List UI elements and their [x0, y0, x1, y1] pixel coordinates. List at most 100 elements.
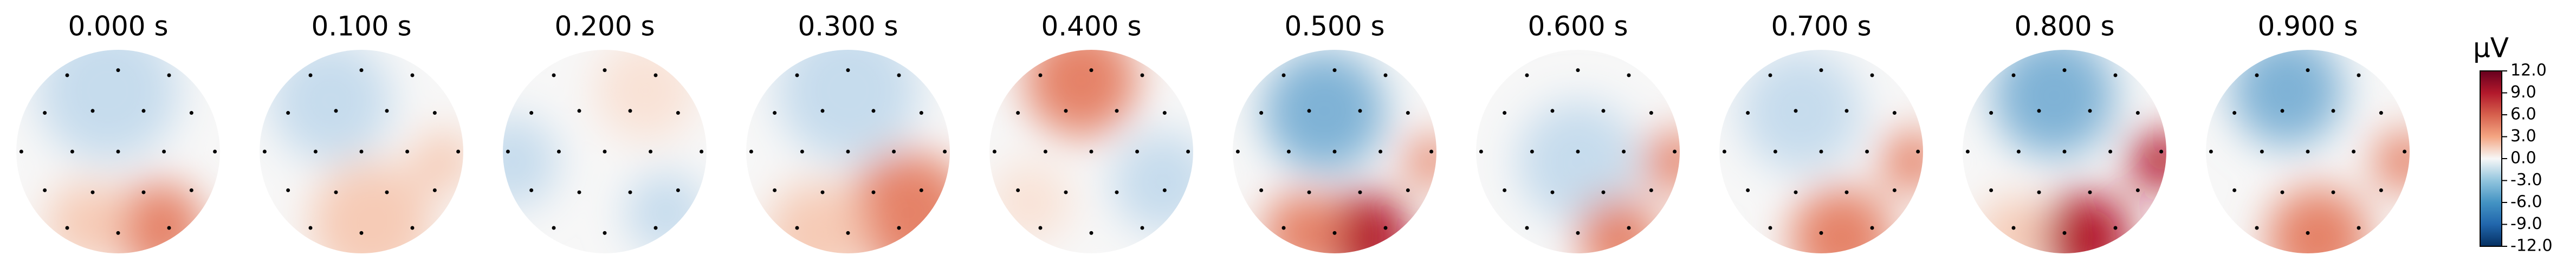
sensor [1673, 149, 1677, 154]
field-blob [1319, 192, 1411, 253]
sensor [385, 109, 389, 113]
sensor [1649, 111, 1653, 115]
field-blob [2231, 50, 2344, 147]
sensor [2352, 149, 2356, 154]
field-blob [1578, 197, 1660, 253]
sensor [1016, 188, 1020, 192]
sensor [432, 111, 437, 115]
field-blob [1111, 131, 1193, 233]
sensor [2232, 111, 2237, 115]
sensor [1601, 109, 1606, 113]
sensor [1525, 226, 1529, 230]
sensor [1844, 109, 1849, 113]
sensor [1768, 73, 1772, 77]
sensor [552, 226, 556, 230]
sensor [749, 149, 753, 154]
sensor [2088, 190, 2092, 194]
sensor [359, 68, 364, 73]
sensor [334, 190, 338, 194]
sensor [700, 149, 704, 154]
topomap [1476, 50, 1680, 253]
sensor [1358, 109, 1362, 113]
sensor [405, 149, 410, 154]
sensor [2062, 149, 2067, 154]
field-blob [1739, 50, 1862, 172]
sensor [603, 68, 607, 73]
sensor [1870, 73, 1874, 77]
colorbar-label: μV [2473, 32, 2509, 64]
sensor [1307, 190, 1311, 194]
sensor [1038, 226, 1043, 230]
field-blob [412, 131, 463, 193]
sensor [2260, 149, 2264, 154]
sensor [1768, 226, 1772, 230]
map-title: 0.000 s [68, 11, 168, 42]
sensor [649, 149, 653, 154]
sensor [1135, 149, 1140, 154]
field-blob [594, 50, 697, 142]
sensor [1089, 68, 1093, 73]
colorbar-tick-label: -9.0 [2510, 214, 2542, 233]
sensor [506, 149, 510, 154]
sensor [892, 149, 896, 154]
sensor [1332, 231, 1337, 235]
field-blob [1263, 192, 1345, 253]
sensor [2379, 188, 2383, 192]
sensor [1383, 226, 1388, 230]
field-blob [989, 161, 1071, 244]
colorbar-tick-label: -12.0 [2510, 237, 2553, 256]
sensor [676, 111, 680, 115]
sensor [2306, 231, 2310, 235]
sensor [2331, 190, 2335, 194]
map-title: 0.300 s [798, 11, 898, 42]
sensor [2113, 73, 2118, 77]
field-blob [1644, 131, 1680, 193]
sensor [2037, 190, 2041, 194]
colorbar-tick-label: -6.0 [2510, 193, 2542, 212]
colorbar [2480, 70, 2502, 247]
sensor [1162, 111, 1167, 115]
sensor [90, 190, 95, 194]
sensor [1043, 149, 1047, 154]
sensor [943, 149, 947, 154]
sensor [1140, 226, 1144, 230]
sensor [189, 188, 193, 192]
sensor [70, 149, 74, 154]
sensor [846, 149, 850, 154]
sensor [1429, 149, 1434, 154]
topomap [1233, 50, 1436, 253]
sensor [2255, 226, 2259, 230]
sensor [359, 231, 364, 235]
sensor [116, 149, 120, 154]
sensor [456, 149, 461, 154]
sensor [552, 73, 556, 77]
sensor [1916, 149, 1920, 154]
sensor [556, 149, 561, 154]
sensor [1819, 68, 1823, 73]
field [1517, 100, 1680, 253]
sensor [1794, 190, 1798, 194]
sensor [2357, 73, 2361, 77]
colorbar-tick-label: 6.0 [2510, 105, 2536, 124]
sensor [2159, 149, 2164, 154]
sensor [432, 188, 437, 192]
sensor [2062, 231, 2067, 235]
sensor [1281, 226, 1286, 230]
sensor [2011, 226, 2016, 230]
sensor [1406, 111, 1410, 115]
sensor [1259, 188, 1264, 192]
colorbar-tick-label: 3.0 [2510, 127, 2536, 146]
map-title: 0.400 s [1041, 11, 1141, 42]
sensor [189, 111, 193, 115]
sensor [676, 188, 680, 192]
sensor [795, 73, 799, 77]
sensor [1989, 188, 1994, 192]
sensor [1332, 149, 1337, 154]
sensor [1892, 111, 1897, 115]
sensor [167, 226, 171, 230]
sensor [262, 149, 267, 154]
sensor [653, 73, 658, 77]
sensor [1162, 188, 1167, 192]
sensor [2088, 109, 2092, 113]
sensor [1038, 73, 1043, 77]
